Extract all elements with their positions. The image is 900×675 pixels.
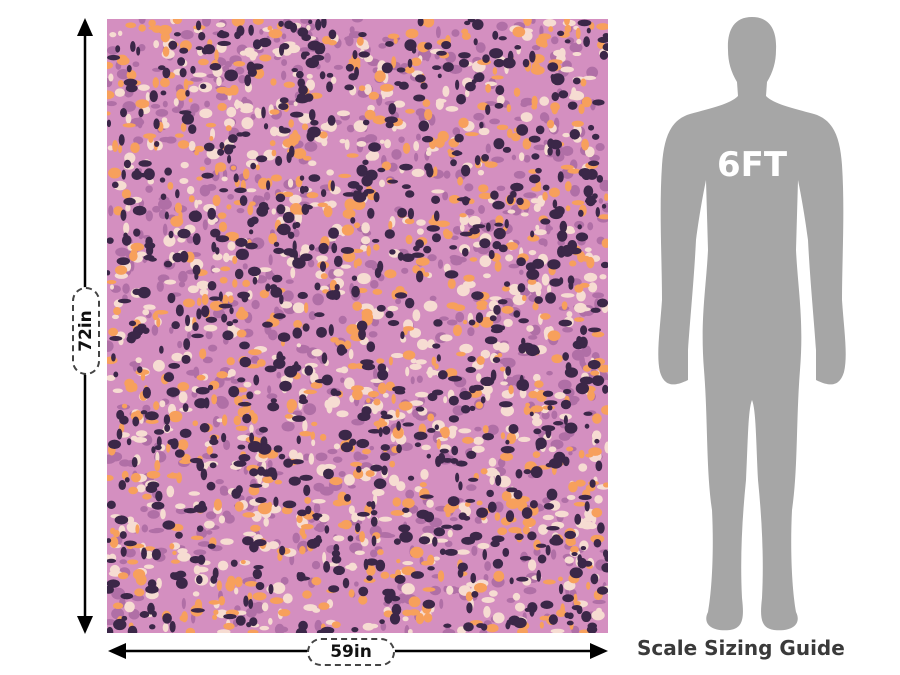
- camo-pattern-swatch: [107, 19, 608, 633]
- scale-guide-caption: Scale Sizing Guide: [637, 636, 845, 660]
- human-silhouette: [658, 17, 846, 631]
- figure-height-label: 6FT: [716, 145, 788, 185]
- camo-blobs: [107, 19, 608, 633]
- width-dimension-label: 59in: [307, 638, 395, 666]
- height-text: 72in: [76, 310, 96, 352]
- height-dimension-label: 72in: [72, 287, 100, 375]
